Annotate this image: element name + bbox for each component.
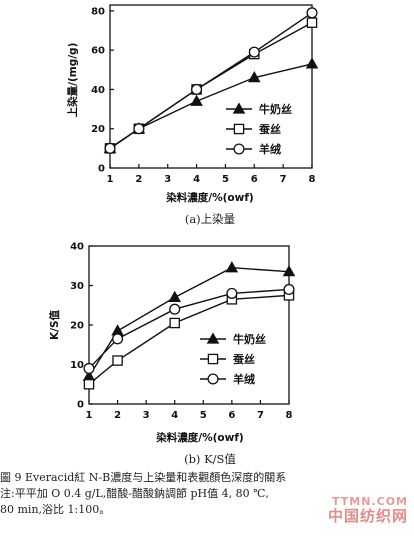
legend-marker (206, 332, 220, 344)
x-tick-label: 2 (135, 174, 142, 185)
series-cashmere-point (226, 287, 238, 299)
legend-label: 羊绒 (233, 372, 255, 386)
legend-marker (207, 353, 219, 365)
x-tick-label: 6 (251, 174, 258, 185)
y-tick-label: 80 (91, 6, 105, 17)
legend-label: 蚕丝 (258, 122, 281, 136)
figure: 上染量/(mg/g) 染料濃度/%(owf) (a)上染量 0204060801… (48, 4, 319, 466)
series-silk-point (306, 17, 318, 28)
subtitle-a: (a)上染量 (185, 212, 235, 226)
legend-marker (232, 102, 246, 114)
x-tick-label: 1 (86, 410, 93, 421)
y-axis-label-a: 上染量/(mg/g) (66, 43, 79, 118)
x-tick-label: 3 (164, 174, 171, 185)
x-tick-label: 8 (309, 174, 316, 185)
x-tick-label: 2 (114, 410, 121, 421)
caption-line-3: 80 min,浴比 1:100。 (0, 503, 111, 516)
series-milk-silk-point (305, 57, 319, 69)
series-milk-silk-point (225, 261, 239, 273)
series-cashmere-point (283, 283, 295, 296)
chart-b: K/S值 染料濃度/%(owf) (b) K/S值 0 10 20 30 40 1 2 3 4 5… (48, 242, 296, 466)
series-cashmere-point (83, 362, 95, 375)
y-tick-label: 20 (91, 124, 105, 135)
y-tick-label: 40 (70, 242, 84, 253)
y-tick-label: 20 (70, 321, 84, 332)
series-milk-silk-point (248, 71, 261, 83)
legend-label: 羊绒 (259, 142, 281, 156)
x-tick-label: 7 (280, 174, 287, 185)
series-cashmere-point (169, 303, 181, 315)
y-tick-label: 10 (70, 360, 84, 371)
series-silk-point (83, 378, 95, 390)
x-tick-label: 8 (286, 410, 293, 421)
y-axis-label-b: K/S值 (48, 309, 61, 340)
chart-a: 上染量/(mg/g) 染料濃度/%(owf) (a)上染量 0 20 40 60 80 1… (66, 4, 319, 226)
watermark-url: TTMN.COM (332, 495, 408, 508)
x-tick-label: 4 (193, 174, 200, 185)
x-axis-label-b: 染料濃度/%(owf) (155, 431, 243, 444)
series-milk-silk-point (168, 290, 181, 302)
legend-label: 牛奶丝 (233, 332, 266, 346)
y-tick-label: 0 (77, 400, 84, 411)
watermark: TTMN.COM 中国纺织网 (328, 494, 408, 524)
y-tick-label: 30 (70, 281, 84, 292)
series-cashmere-point (248, 46, 260, 58)
y-tick-label: 60 (91, 46, 105, 57)
x-tick-label: 1 (107, 174, 114, 185)
legend-marker (233, 143, 245, 155)
legend-marker (207, 373, 219, 385)
series-milk-silk-point (282, 265, 296, 277)
x-tick-label: 3 (143, 410, 150, 421)
x-tick-label: 5 (222, 174, 229, 185)
legend-marker (233, 123, 245, 135)
legend-label: 蚕丝 (232, 352, 255, 366)
plot-frame-a (109, 4, 313, 169)
y-tick-label: 40 (91, 85, 105, 96)
x-axis-label-a: 染料濃度/%(owf) (165, 191, 253, 204)
series-cashmere-point (191, 83, 203, 95)
series-cashmere-point (112, 333, 124, 345)
y-tick-label: 0 (98, 164, 105, 175)
figure-caption: 圖 9 Everacid紅 N-B濃度与上染量和表觀顏色深度的關系 注:平平加 … (0, 470, 414, 518)
x-tick-label: 4 (171, 410, 178, 421)
series-cashmere-point (133, 123, 145, 135)
series-cashmere-point (306, 7, 318, 19)
legend-label: 牛奶丝 (259, 102, 292, 116)
caption-line-2: 注:平平加 O 0.4 g/L,醋酸-醋酸鈉調節 pH值 4, 80 ℃, (0, 487, 269, 500)
series-cashmere-point (104, 142, 116, 154)
caption-line-1: 圖 9 Everacid紅 N-B濃度与上染量和表觀顏色深度的關系 (0, 471, 287, 484)
subtitle-b: (b) K/S值 (184, 452, 236, 466)
series-silk-point (112, 355, 123, 366)
x-tick-label: 6 (228, 410, 235, 421)
series-silk-point (169, 317, 180, 329)
series-milk-silk-point (190, 94, 203, 106)
watermark-name: 中国纺织网 (327, 507, 408, 525)
x-tick-label: 5 (200, 410, 207, 421)
x-tick-label: 7 (257, 410, 264, 421)
